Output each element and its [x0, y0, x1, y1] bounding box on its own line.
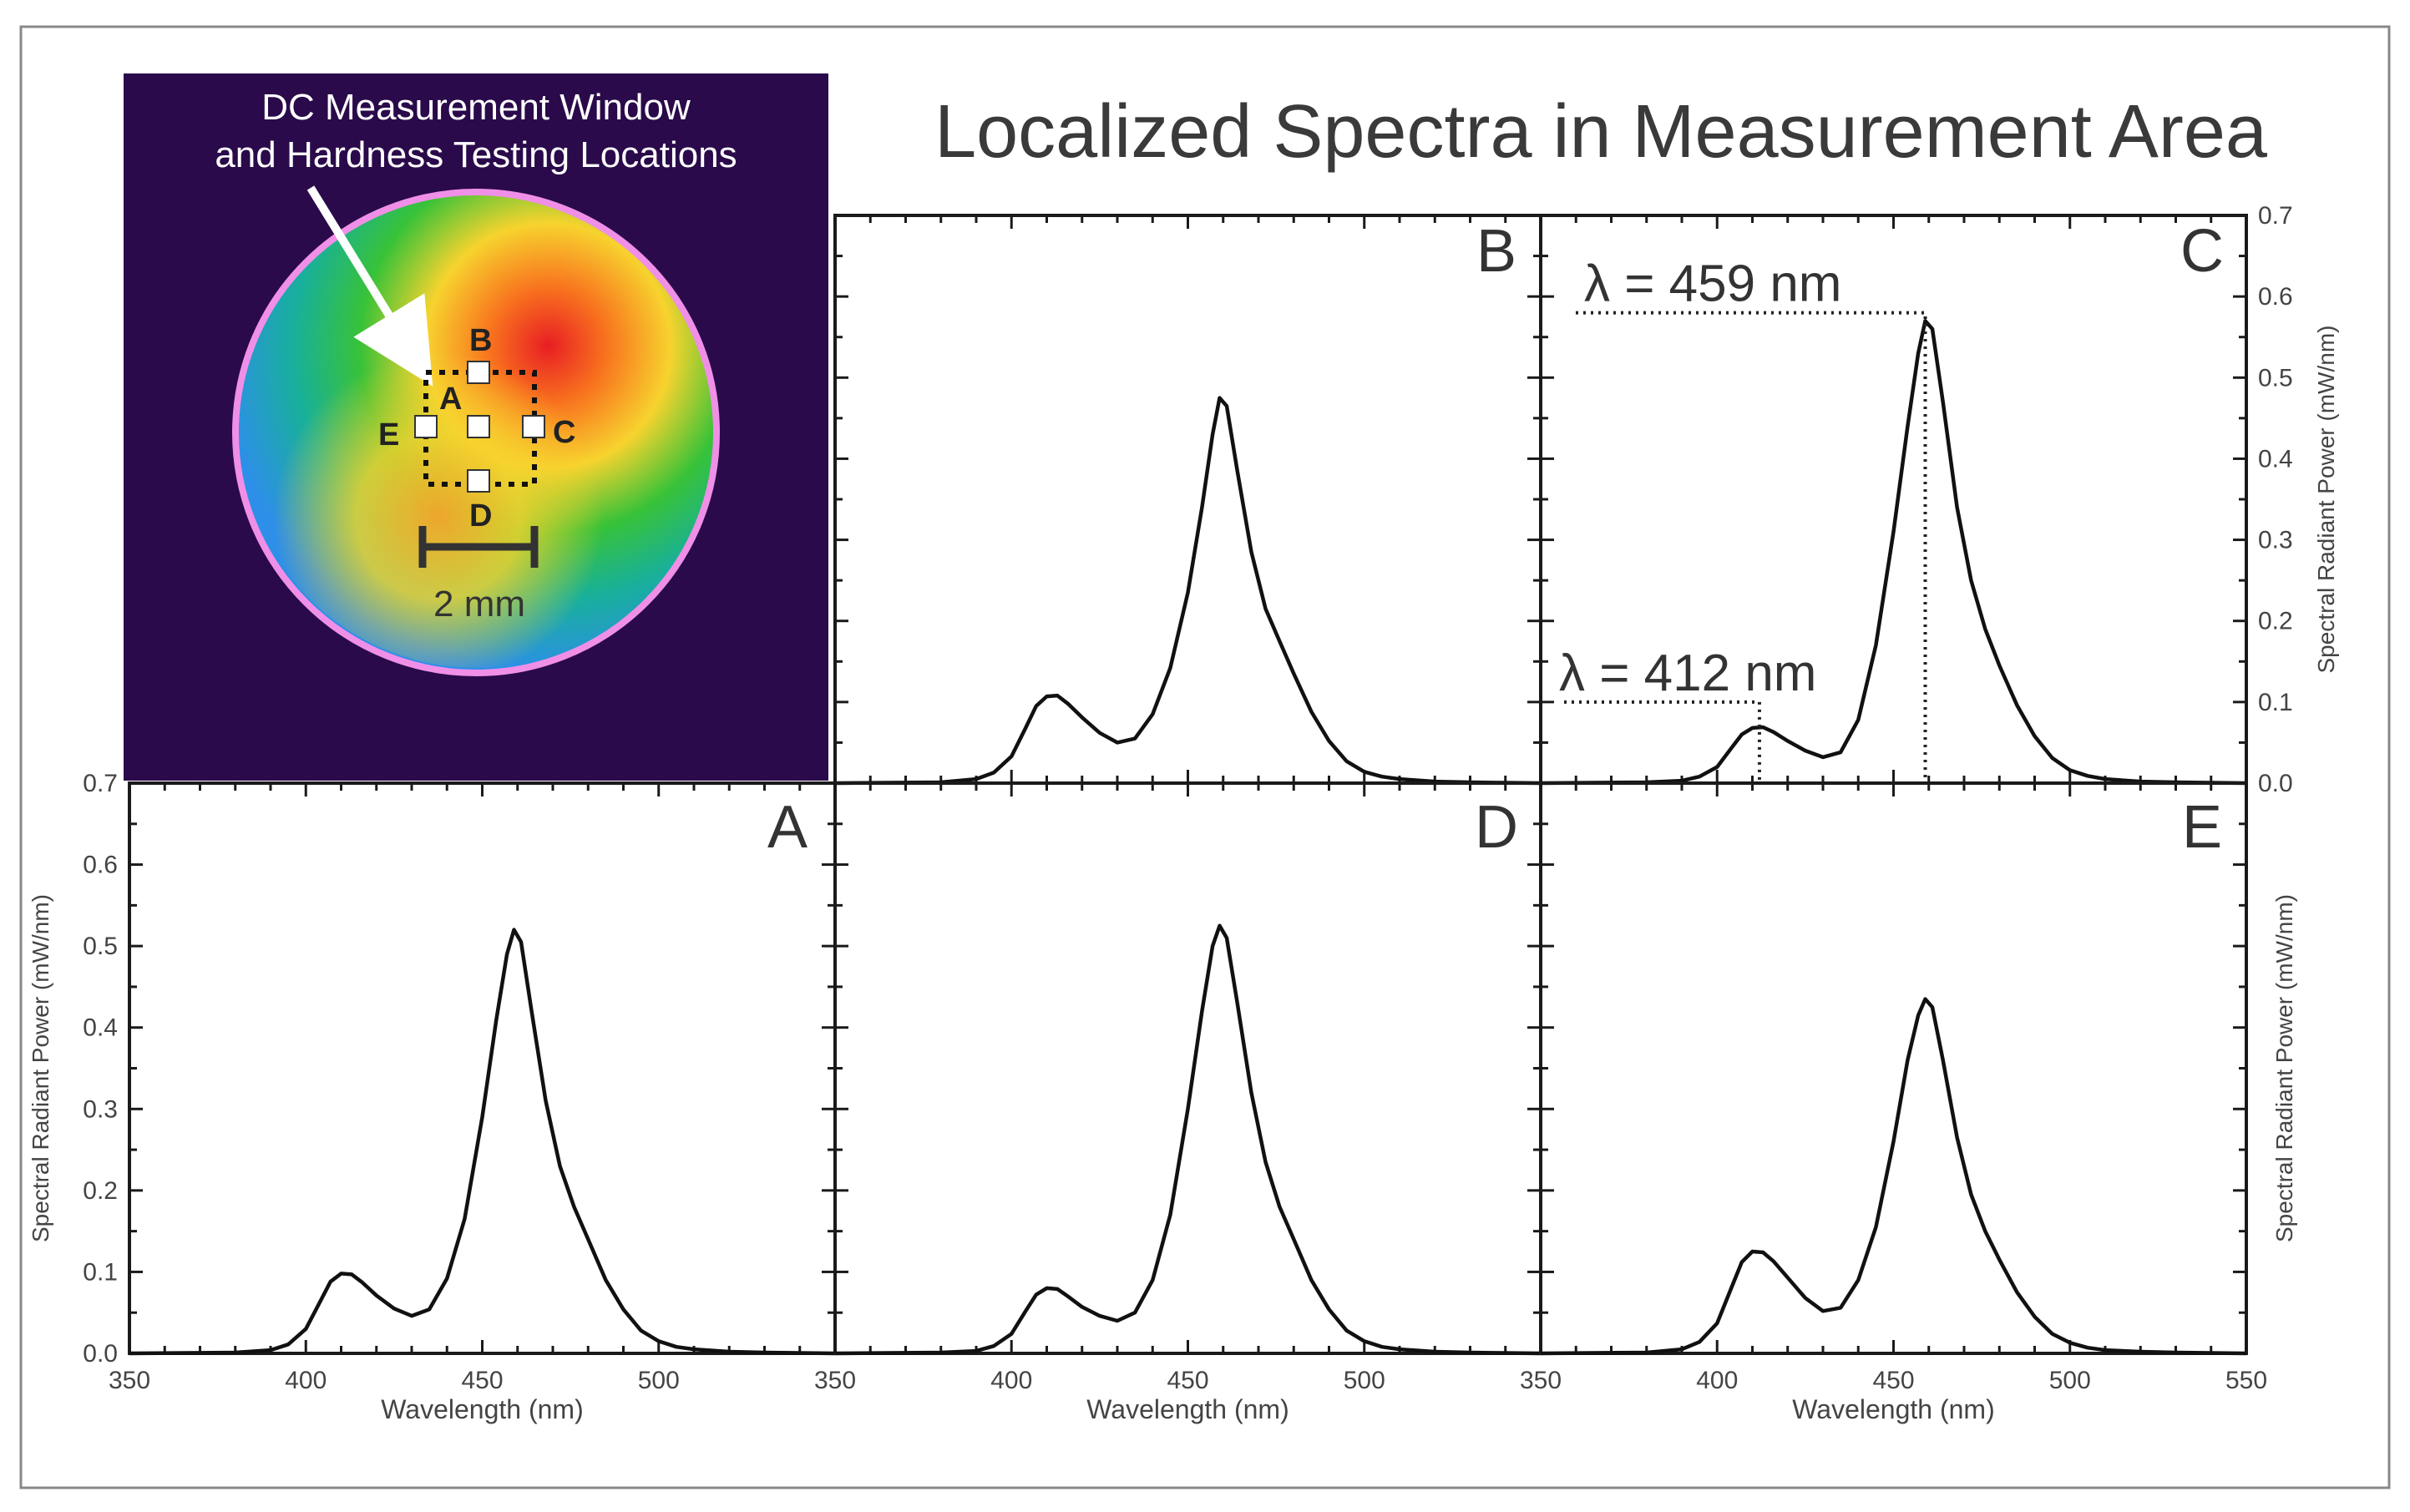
panel-e-x-tick-label: 550 [2225, 1367, 2267, 1394]
panel-a-y-tick-label: 0.4 [83, 1014, 118, 1042]
scale-bar-label: 2 mm [433, 584, 525, 625]
panel-a: 350 400 450 500 Wavelength (nm) 0.0 0.1 0.2 0.3 0… [28, 770, 837, 1424]
panel-e-x-tick-label: 350 [1520, 1367, 1562, 1394]
panel-e-x-tick-label: 500 [2049, 1367, 2091, 1394]
panel-c-y-tick-label: 0.5 [2258, 364, 2293, 392]
spectra-panels: B 0.0 0.1 0.2 0.3 0.4 0.5 0.6 0.7 Spectral Radian… [28, 202, 2339, 1424]
point-label-c: C [553, 415, 575, 450]
peak-main-label: λ = 459 nm [1584, 255, 1841, 313]
panel-a-y-tick-label: 0.1 [83, 1258, 118, 1286]
panel-c-y-tick-label: 0.0 [2258, 770, 2293, 797]
peak-secondary-label: λ = 412 nm [1559, 645, 1816, 702]
panel-e-x-axis-label: Wavelength (nm) [1792, 1394, 1994, 1424]
panel-a-y-tick-label: 0.5 [83, 933, 118, 960]
panel-e-x-tick-label: 450 [1872, 1367, 1914, 1394]
panel-d-letter: D [1475, 794, 1518, 861]
panel-c-y-axis-label: Spectral Radiant Power (mW/nm) [2313, 325, 2339, 673]
panel-a-y-axis-label: Spectral Radiant Power (mW/nm) [28, 894, 53, 1242]
panel-e-spectrum-line [1540, 997, 2247, 1356]
peak-secondary-guide [1564, 700, 1761, 783]
panel-a-x-tick-label: 500 [638, 1367, 680, 1394]
thermal-image: DC Measurement Window and Hardness Testi… [124, 73, 828, 781]
peak-main-guide [1576, 311, 1927, 783]
panel-d-x-axis-label: Wavelength (nm) [1086, 1394, 1289, 1424]
panel-c-spectrum-line [1540, 319, 2247, 786]
panel-d-x-tick-label: 500 [1344, 1367, 1385, 1394]
panel-c-y-tick-label: 0.1 [2258, 689, 2293, 716]
figure-title: Localized Spectra in Measurement Area [934, 90, 2268, 174]
arrow-icon [306, 185, 433, 387]
panel-a-letter: A [767, 794, 808, 861]
test-location-c [522, 415, 545, 438]
test-location-b [467, 361, 490, 384]
panel-a-y-tick-label: 0.2 [83, 1177, 118, 1205]
panel-d-x-tick-label: 450 [1167, 1367, 1208, 1394]
point-label-b: B [469, 323, 492, 358]
annotation-line2: and Hardness Testing Locations [215, 134, 737, 175]
panel-c-y-tick-label: 0.3 [2258, 527, 2293, 554]
test-location-e [414, 415, 438, 438]
panel-a-x-tick-label: 350 [109, 1367, 150, 1394]
panel-e-letter: E [2182, 794, 2222, 861]
point-label-a: A [439, 382, 462, 417]
panel-c-y-tick-label: 0.7 [2258, 202, 2293, 230]
point-label-e: E [378, 417, 399, 453]
panel-d-spectrum-line [834, 923, 1542, 1356]
panel-c-y-tick-label: 0.6 [2258, 283, 2293, 311]
panel-b-spectrum-line [834, 396, 1542, 786]
panel-c-y-tick-label: 0.4 [2258, 445, 2293, 473]
annotation-line1: DC Measurement Window [261, 87, 691, 128]
test-location-d [467, 469, 490, 493]
panel-c-letter: C [2180, 218, 2224, 285]
panel-b: B [833, 214, 1542, 786]
panel-d: 350 400 450 500 Wavelength (nm) D [814, 781, 1542, 1424]
panel-d-x-tick-label: 400 [990, 1367, 1032, 1394]
panel-a-y-tick-label: 0.0 [83, 1340, 118, 1368]
point-label-d: D [469, 498, 492, 533]
panel-e-x-tick-label: 400 [1696, 1367, 1738, 1394]
panel-d-x-tick-label: 350 [814, 1367, 856, 1394]
panel-e-y-axis-label: Spectral Radiant Power (mW/nm) [2271, 894, 2297, 1242]
panel-a-y-tick-label: 0.3 [83, 1095, 118, 1123]
panel-a-y-tick-label: 0.6 [83, 852, 118, 879]
test-location-a [467, 415, 490, 438]
panel-a-x-axis-label: Wavelength (nm) [381, 1394, 583, 1424]
panel-a-x-tick-label: 400 [285, 1367, 327, 1394]
panel-b-letter: B [1476, 218, 1516, 285]
panel-a-x-tick-label: 450 [461, 1367, 503, 1394]
scale-bar [418, 526, 539, 568]
panel-a-y-tick-label: 0.7 [83, 770, 118, 797]
panel-c-y-tick-label: 0.2 [2258, 608, 2293, 635]
panel-a-spectrum-line [129, 928, 836, 1356]
panel-e: 350 400 450 500 550 Wavelength (nm) Spectral R… [1520, 781, 2297, 1424]
